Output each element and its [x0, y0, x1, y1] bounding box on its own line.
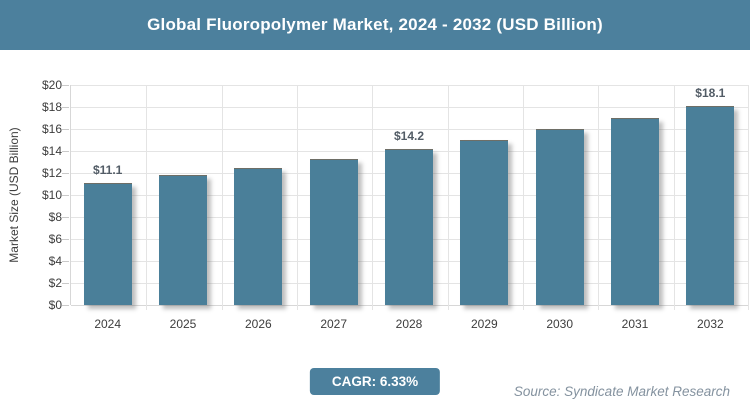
- y-tick-label: $18: [41, 100, 62, 114]
- y-tick-label: $12: [41, 166, 62, 180]
- cagr-badge: CAGR: 6.33%: [309, 368, 441, 395]
- y-tick-mark: [62, 239, 69, 240]
- bar-2027: [309, 158, 358, 305]
- gridline-vertical: [523, 85, 524, 310]
- y-tick-label: $10: [41, 188, 62, 202]
- y-tick-mark: [62, 173, 69, 174]
- gridline-horizontal: [71, 305, 749, 306]
- y-tick-mark: [62, 85, 69, 86]
- gridline-vertical: [673, 85, 675, 310]
- x-tick-label-2029: 2029: [470, 317, 498, 331]
- gridline-vertical: [221, 85, 223, 310]
- gridline-vertical: [748, 85, 749, 310]
- bar-value-label-2024: $11.1: [92, 162, 123, 177]
- y-tick-label: $14: [41, 144, 62, 158]
- gridline-vertical: [447, 85, 449, 310]
- y-tick-mark: [62, 283, 69, 284]
- bar-2032: [686, 105, 735, 305]
- bar-2024: [83, 182, 132, 305]
- y-tick-label: $4: [48, 254, 62, 268]
- x-tick-label-2031: 2031: [621, 317, 649, 331]
- y-tick-label: $8: [48, 210, 62, 224]
- y-tick-mark: [62, 107, 69, 108]
- x-tick-label-2024: 2024: [94, 317, 122, 331]
- bar-2030: [535, 129, 584, 305]
- y-tick-mark: [62, 129, 69, 130]
- bar-2025: [159, 175, 207, 305]
- gridline-vertical: [598, 85, 600, 310]
- y-tick-mark: [62, 261, 69, 262]
- y-tick-mark: [62, 305, 69, 306]
- bar-value-label-2032: $18.1: [695, 85, 726, 100]
- y-tick-mark: [62, 217, 69, 218]
- bar-2028: [385, 148, 433, 305]
- y-tick-label: $2: [48, 276, 62, 290]
- gridline-horizontal: [71, 85, 749, 86]
- chart-title: Global Fluoropolymer Market, 2024 - 2032…: [147, 15, 603, 34]
- gridline-vertical: [372, 85, 374, 310]
- y-tick-mark: [62, 195, 69, 196]
- x-tick-label-2030: 2030: [546, 317, 574, 331]
- source-note: Source: Syndicate Market Research: [513, 384, 730, 399]
- x-tick-label-2025: 2025: [169, 317, 197, 331]
- gridline-vertical: [297, 85, 298, 310]
- bar-2029: [460, 140, 509, 305]
- chart-title-banner: Global Fluoropolymer Market, 2024 - 2032…: [0, 0, 750, 50]
- x-tick-label-2026: 2026: [244, 317, 272, 331]
- y-tick-label: $6: [48, 232, 62, 246]
- x-tick-label-2027: 2027: [320, 317, 348, 331]
- bar-2031: [611, 118, 659, 305]
- gridline-horizontal: [71, 129, 749, 130]
- bar-2026: [234, 167, 283, 305]
- gridline-horizontal: [71, 107, 749, 108]
- y-tick-label: $16: [41, 122, 62, 136]
- y-tick-label: $20: [41, 78, 62, 92]
- bar-value-label-2028: $14.2: [393, 128, 424, 143]
- x-tick-label-2028: 2028: [395, 317, 423, 331]
- y-tick-mark: [62, 151, 69, 152]
- x-tick-label-2032: 2032: [696, 317, 724, 331]
- gridline-vertical: [146, 85, 148, 310]
- y-tick-label: $0: [48, 298, 62, 312]
